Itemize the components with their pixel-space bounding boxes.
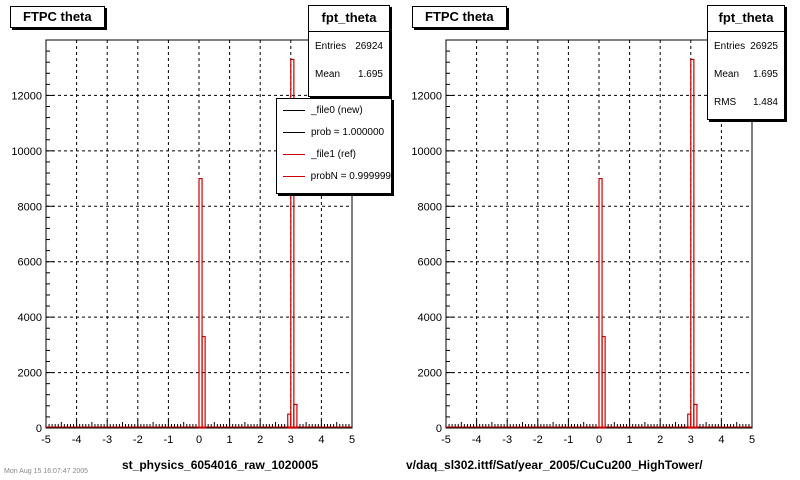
legend-item-probn: probN = 0.999999 — [277, 165, 391, 187]
right-stats-rms-label: RMS — [714, 96, 737, 108]
y-tick-label: 12000 — [11, 90, 42, 102]
x-tick-label: -2 — [133, 434, 143, 446]
legend-line-file1 — [283, 153, 305, 155]
histogram-bar — [198, 177, 203, 429]
x-tick-label: 4 — [718, 434, 724, 446]
right-stats-entries-value: 26925 — [750, 40, 778, 52]
right-stats-box: fpt_theta Entries 26925 Mean 1.695 RMS 1… — [707, 5, 785, 120]
histogram-bar — [690, 58, 695, 429]
y-tick-label: 10000 — [11, 146, 42, 158]
legend-item-file1: _file1 (ref) — [277, 143, 391, 165]
y-tick-label: 2000 — [18, 368, 42, 380]
x-tick-label: -3 — [502, 434, 512, 446]
right-stats-rms-row: RMS 1.484 — [708, 88, 784, 116]
y-tick-label: 4000 — [18, 312, 42, 324]
right-histogram-panel: -5 -4 -3 -2 -1 0 1 2 3 4 5 0 2000 4000 6000 8000 10000 12… — [400, 0, 800, 480]
x-tick-label: 2 — [657, 434, 663, 446]
left-stats-entries-value: 26924 — [355, 40, 383, 52]
legend-label-prob: prob = 1.000000 — [311, 126, 385, 138]
y-tick-label: 2000 — [418, 368, 442, 380]
left-x-axis-label: st_physics_6054016_raw_1020005 — [122, 458, 319, 472]
legend-item-prob: prob = 1.000000 — [277, 121, 391, 143]
timestamp-footnote: Mon Aug 15 16:07:47 2005 — [4, 468, 89, 475]
x-tick-label: 4 — [318, 434, 324, 446]
x-tick-label: -1 — [564, 434, 574, 446]
legend-line-probn — [283, 175, 305, 177]
left-histogram-panel: -5 -4 -3 -2 -1 0 1 2 3 4 5 0 2000 4000 6000 8000 10000 12… — [4, 5, 392, 475]
x-tick-label: -5 — [441, 434, 451, 446]
x-tick-label: 0 — [196, 434, 202, 446]
left-stats-entries-label: Entries — [315, 40, 347, 52]
right-stats-rms-value: 1.484 — [752, 96, 778, 108]
x-tick-label: -5 — [41, 434, 51, 446]
right-stats-entries-label: Entries — [714, 40, 746, 52]
y-tick-label: 6000 — [418, 257, 442, 269]
histogram-bar — [598, 177, 603, 429]
y-tick-label: 8000 — [18, 201, 42, 213]
left-stats-mean-label: Mean — [315, 68, 341, 80]
left-stats-mean-row: Mean 1.695 — [309, 60, 389, 88]
x-tick-label: 3 — [288, 434, 294, 446]
x-tick-label: 5 — [749, 434, 755, 446]
x-tick-label: 3 — [688, 434, 694, 446]
histogram-bar — [693, 403, 698, 429]
histogram-bar — [290, 58, 295, 429]
x-tick-label: 1 — [227, 434, 233, 446]
x-tick-label: -1 — [164, 434, 174, 446]
legend-line-file0 — [283, 109, 305, 111]
y-tick-label: 12000 — [411, 90, 442, 102]
right-stats-mean-value: 1.695 — [752, 68, 778, 80]
legend-label-file0: _file0 (new) — [311, 104, 363, 116]
left-stats-box: fpt_theta Entries 26924 Mean 1.695 — [308, 5, 390, 97]
right-title-text: FTPC theta — [425, 9, 494, 24]
left-title-box: FTPC theta — [10, 6, 105, 28]
left-legend-box: _file0 (new) prob = 1.000000 _file1 (ref… — [276, 98, 392, 194]
histogram-bar — [201, 335, 206, 429]
right-title-box: FTPC theta — [412, 6, 507, 28]
y-tick-label: 10000 — [411, 146, 442, 158]
legend-label-probn: probN = 0.999999 — [310, 170, 391, 182]
x-tick-label: 0 — [596, 434, 602, 446]
right-stats-name: fpt_theta — [708, 6, 784, 32]
y-tick-label: 6000 — [18, 257, 42, 269]
x-tick-label: 1 — [627, 434, 633, 446]
left-stats-name: fpt_theta — [309, 6, 389, 32]
histogram-bar — [601, 335, 606, 429]
left-stats-mean-value: 1.695 — [357, 68, 383, 80]
right-histogram-plot: -5 -4 -3 -2 -1 0 1 2 3 4 5 0 2000 4000 6000 8000 10000 12… — [411, 39, 755, 446]
y-tick-label: 4000 — [418, 312, 442, 324]
y-tick-label: 8000 — [418, 201, 442, 213]
x-tick-label: -4 — [72, 434, 82, 446]
left-title-text: FTPC theta — [23, 9, 92, 24]
y-tick-label: 0 — [36, 423, 42, 435]
x-tick-label: -4 — [472, 434, 482, 446]
legend-line-prob — [283, 131, 305, 133]
right-x-axis-label: v/daq_sl302.ittf/Sat/year_2005/CuCu200_H… — [406, 458, 703, 472]
x-tick-label: 5 — [349, 434, 355, 446]
histogram-bar — [293, 403, 298, 429]
right-stats-mean-row: Mean 1.695 — [708, 60, 784, 88]
x-tick-label: -2 — [533, 434, 543, 446]
x-tick-label: 2 — [257, 434, 263, 446]
legend-label-file1: _file1 (ref) — [311, 148, 357, 160]
y-tick-label: 0 — [436, 423, 442, 435]
right-stats-mean-label: Mean — [714, 68, 740, 80]
left-stats-entries-row: Entries 26924 — [309, 32, 389, 60]
x-tick-label: -3 — [102, 434, 112, 446]
legend-item-file0: _file0 (new) — [277, 99, 391, 121]
right-stats-entries-row: Entries 26925 — [708, 32, 784, 60]
